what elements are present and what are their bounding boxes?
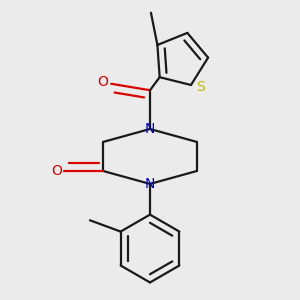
Text: S: S (196, 80, 205, 94)
Text: O: O (98, 75, 109, 89)
Text: N: N (145, 122, 155, 136)
Text: O: O (51, 164, 62, 178)
Text: N: N (145, 177, 155, 191)
